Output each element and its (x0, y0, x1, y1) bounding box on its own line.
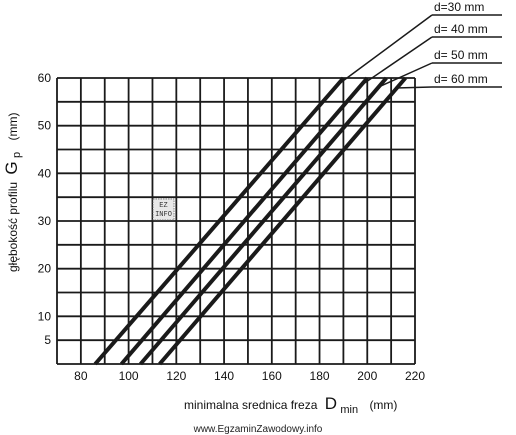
y-tick-label: 60 (38, 71, 52, 85)
x-tick-label: 80 (74, 369, 88, 383)
legend-leader (356, 36, 433, 89)
series-label: d=30 mm (434, 0, 484, 14)
stamp-line-1: EZ (159, 202, 167, 210)
x-tick-label: 200 (357, 369, 377, 383)
legend-leader (376, 62, 433, 89)
stamp-line-2: INFO (155, 211, 172, 219)
series-line (158, 76, 407, 366)
series-lines (93, 76, 407, 366)
x-axis-subscript: min (340, 404, 358, 416)
y-axis-symbol: G (2, 161, 21, 174)
y-axis-subscript: p (11, 152, 23, 158)
series-labels: d=30 mm d= 40 mm d= 50 mm d= 60 mm (434, 0, 488, 86)
x-axis-symbol: D (325, 394, 337, 413)
y-axis-label-text: głębokość profilu (6, 182, 20, 272)
watermark: www.EgzaminZawodowy.info (193, 424, 323, 435)
y-tick-label: 5 (44, 333, 51, 347)
y-tick-label: 30 (38, 214, 52, 228)
x-tick-labels: 80 100 120 140 160 180 200 220 (74, 369, 425, 383)
series-line (119, 76, 369, 366)
ez-info-stamp: EZ INFO (152, 198, 175, 221)
y-tick-label: 40 (38, 166, 52, 180)
legend-leader (332, 14, 433, 89)
y-tick-label: 20 (38, 262, 52, 276)
y-tick-label: 10 (38, 309, 52, 323)
series-label: d= 40 mm (434, 22, 488, 36)
grid (56, 77, 416, 365)
x-tick-label: 220 (405, 369, 425, 383)
x-tick-label: 100 (119, 369, 139, 383)
x-tick-label: 160 (262, 369, 282, 383)
series-line (139, 76, 388, 366)
y-tick-label: 50 (38, 119, 52, 133)
series-label: d= 60 mm (434, 72, 488, 86)
x-axis-label: minimalna srednica freza D min (mm) (184, 394, 397, 416)
series-line (93, 76, 345, 366)
y-axis-unit: (mm) (6, 113, 20, 141)
legend-leader (395, 86, 433, 89)
x-tick-label: 120 (166, 369, 186, 383)
legend-leader-lines (332, 14, 502, 89)
y-axis-label: głębokość profilu G p (mm) (2, 113, 23, 272)
x-tick-label: 180 (310, 369, 330, 383)
x-axis-unit: (mm) (369, 398, 397, 412)
x-axis-label-text: minimalna srednica freza (184, 398, 318, 412)
x-tick-label: 140 (214, 369, 234, 383)
y-tick-labels: 5 10 20 30 40 50 60 (38, 71, 52, 347)
series-label: d= 50 mm (434, 48, 488, 62)
